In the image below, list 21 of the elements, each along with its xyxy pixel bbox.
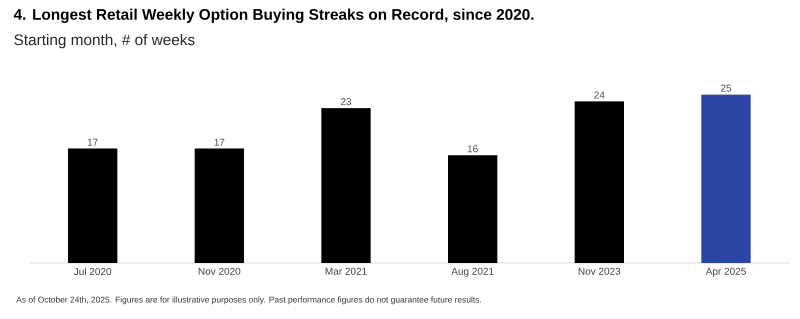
data-label: 25 [720, 84, 732, 92]
x-tick-label: Apr 2025 [706, 268, 746, 277]
data-label: 17 [214, 138, 224, 146]
x-tick-label: Nov 2020 [198, 268, 240, 275]
x-tick-label: Aug 2021 [451, 268, 494, 277]
text: As of October 24th, 2025. Figures are for illustrative purposes only. Past performance figures do not guarantee future results. [16, 296, 481, 304]
chart-subtitle: Starting month, # of weeks [14, 34, 195, 48]
x-tick-label: Mar 2021 [326, 268, 367, 275]
data-label: 16 [468, 145, 478, 152]
data-label: 17 [88, 138, 98, 146]
bar [321, 108, 371, 263]
chart-title: 4. Longest Retail Weekly Option Buying Streaks on Record, since 2020. [14, 8, 534, 23]
x-tick-label: Jul 2020 [74, 268, 112, 276]
bar [574, 101, 624, 263]
x-tick-label: Nov 2023 [578, 268, 620, 275]
data-label: 24 [594, 91, 605, 98]
data-label: 23 [340, 98, 352, 106]
bar [701, 94, 751, 263]
bar [448, 155, 498, 263]
bar [194, 148, 244, 263]
bar [68, 148, 118, 263]
